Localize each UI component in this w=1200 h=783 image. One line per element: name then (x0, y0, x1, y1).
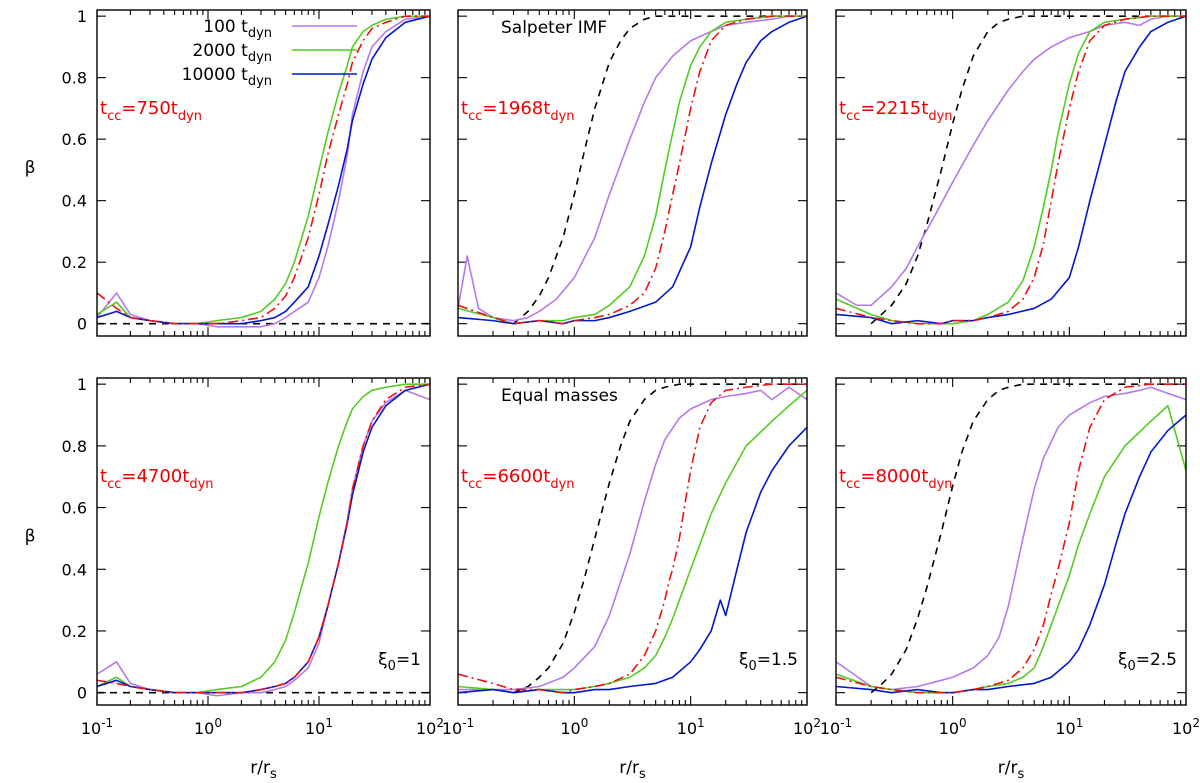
tcc-label: tcc=750tdyn (100, 98, 202, 124)
series-line-ref (870, 15, 1186, 325)
series-group (458, 383, 807, 694)
series-line-t10000 (836, 15, 1186, 325)
series-line-t10000 (97, 15, 430, 325)
ticks (835, 378, 1187, 705)
series-line-ref (870, 383, 1186, 694)
panel-2: tcc=1968tdyn Salpeter IMF (457, 9, 808, 337)
series-line-red (97, 383, 430, 694)
series-line-t100 (458, 386, 807, 691)
series-group (97, 15, 430, 328)
series-group (836, 15, 1186, 325)
tcc-label: tcc=2215tdyn (839, 98, 953, 124)
series-line-red (836, 15, 1186, 325)
y-tick-label: 1 (77, 375, 87, 394)
tcc-label: tcc=4700tdyn (100, 466, 214, 492)
y-tick-label: 0.2 (62, 622, 87, 641)
plot-frame (457, 377, 808, 706)
panel-label: Salpeter IMF (501, 18, 607, 38)
series-group (836, 383, 1186, 694)
panel-3: tcc=2215tdyn (835, 9, 1187, 337)
x-axis-label: r/rs (250, 758, 277, 782)
y-tick-label: 0.2 (62, 253, 87, 272)
y-tick-label: 0.8 (62, 437, 87, 456)
series-group (458, 15, 807, 325)
series-line-t10000 (97, 383, 430, 694)
series-line-t2000 (458, 15, 807, 325)
legend-entry-label: 10000 tdyn (182, 65, 272, 89)
y-axis-label: β (25, 158, 36, 178)
x-tick-label: 100 (560, 716, 588, 738)
x-tick-label: 100 (194, 716, 222, 738)
panel-5: 10-1 100 101 102 r/rs tcc=6600tdyn Equal masse… (442, 377, 821, 782)
series-line-red (458, 383, 807, 694)
x-tick-label: 101 (305, 716, 333, 738)
y-tick-label: 1 (77, 7, 87, 26)
y-tick-label: 0.8 (62, 69, 87, 88)
x-tick-label: 101 (1055, 716, 1083, 738)
xi-label: ξ0=2.5 (1118, 650, 1177, 674)
series-line-t100 (836, 15, 1186, 307)
panel-6: 10-1 100 101 102 r/rs tcc=8000tdyn ξ0=2.5 (820, 377, 1200, 782)
series-line-red (97, 15, 430, 325)
series-line-t2000 (458, 389, 807, 694)
x-tick-label: 101 (677, 716, 705, 738)
series-line-t100 (836, 386, 1186, 691)
y-tick-label: 0.6 (62, 130, 87, 149)
plot-frame (835, 9, 1187, 337)
series-line-ref (512, 15, 807, 325)
series-group (97, 383, 430, 697)
legend-entry-label: 2000 tdyn (192, 41, 272, 65)
x-tick-label: 102 (793, 716, 821, 738)
x-tick-label: 102 (1172, 716, 1200, 738)
plot-frame (835, 377, 1187, 706)
y-axis-label: β (25, 527, 36, 547)
plot-frame (457, 9, 808, 337)
tcc-label: tcc=1968tdyn (461, 98, 575, 124)
x-tick-label: 10-1 (820, 716, 852, 738)
series-line-t2000 (836, 404, 1186, 694)
x-tick-label: 100 (939, 716, 967, 738)
x-tick-label: 10-1 (442, 716, 474, 738)
plot-frame (96, 9, 431, 337)
tcc-label: tcc=6600tdyn (461, 466, 575, 492)
ticks (835, 10, 1187, 336)
series-line-t100 (458, 15, 807, 322)
legend-entry-label: 100 tdyn (203, 17, 272, 41)
y-tick-label: 0.6 (62, 499, 87, 518)
panel-label: Equal masses (501, 386, 618, 406)
x-axis-label: r/rs (998, 758, 1025, 782)
y-tick-label: 0 (77, 315, 87, 334)
xi-label: ξ0=1.5 (739, 650, 798, 674)
series-line-red (836, 383, 1186, 694)
x-tick-label: 102 (416, 716, 444, 738)
series-line-t2000 (836, 15, 1186, 325)
y-tick-label: 0.4 (62, 192, 87, 211)
x-axis-label: r/rs (619, 758, 646, 782)
panel-4: 0 0.2 0.4 0.6 0.8 1 β 10-1 100 101 102 r/rs tcc=4700… (25, 375, 444, 782)
series-line-t10000 (458, 15, 807, 325)
ticks (457, 10, 808, 336)
tcc-label: tcc=8000tdyn (839, 466, 953, 492)
ticks (96, 10, 431, 336)
series-line-t2000 (97, 383, 430, 694)
y-tick-label: 0 (77, 684, 87, 703)
series-line-ref (513, 383, 807, 694)
x-tick-label: 10-1 (81, 716, 113, 738)
plot-frame (96, 377, 431, 706)
series-line-t10000 (836, 414, 1186, 694)
xi-label: ξ0=1 (378, 650, 421, 674)
series-line-red (458, 15, 807, 325)
y-tick-label: 0.4 (62, 560, 87, 579)
